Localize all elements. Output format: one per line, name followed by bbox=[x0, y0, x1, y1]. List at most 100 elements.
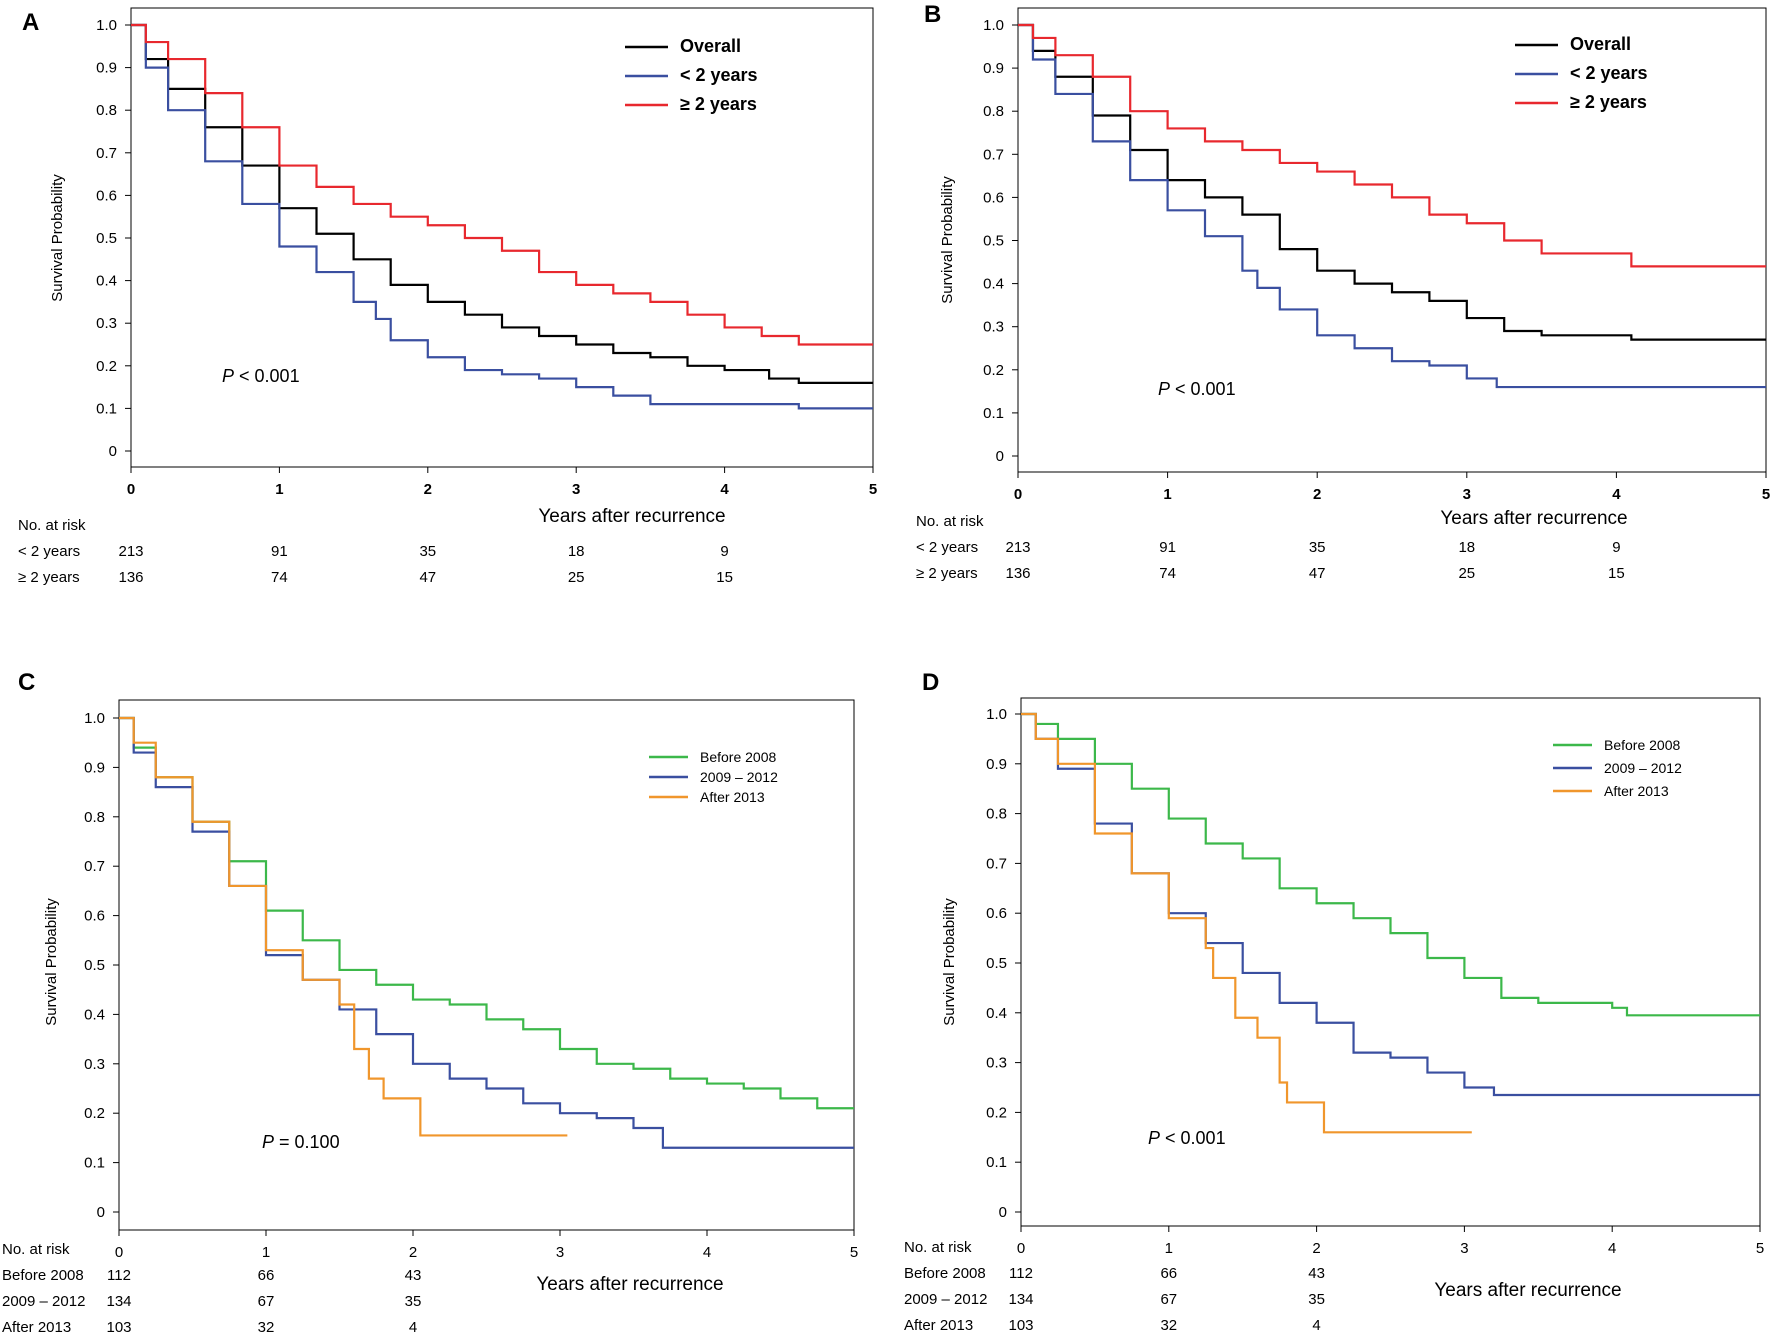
chart-panel-d: D 0 0.1 0.2 0.3 0.4 0.5 0.6 0.7 0.8 0.9 1.0 0 1 2 3 4 5 Su… bbox=[904, 669, 1764, 1334]
risk-value: 47 bbox=[419, 569, 436, 586]
risk-table: No. at risk < 2 years 213 91 35 18 9 ≥ 2 years 1… bbox=[916, 513, 1625, 582]
y-axis-label: Survival Probability bbox=[43, 898, 60, 1026]
risk-value: 91 bbox=[1159, 539, 1176, 556]
risk-row-label: < 2 years bbox=[18, 543, 80, 560]
y-tick-label: 0.6 bbox=[96, 187, 117, 204]
p-value-symbol: P bbox=[222, 366, 234, 386]
x-tick-label: 1 bbox=[1163, 486, 1171, 503]
y-tick-label: 0.6 bbox=[983, 189, 1004, 206]
y-tick-label: 0.7 bbox=[983, 146, 1004, 163]
x-tick-label: 0 bbox=[127, 481, 135, 498]
y-tick-label: 0.7 bbox=[84, 858, 105, 875]
legend-label: After 2013 bbox=[700, 789, 765, 805]
risk-value: 32 bbox=[258, 1319, 275, 1336]
risk-value: 134 bbox=[106, 1293, 131, 1310]
risk-table-title: No. at risk bbox=[18, 517, 86, 534]
x-tick-label: 3 bbox=[556, 1244, 564, 1261]
x-tick-label: 5 bbox=[1756, 1240, 1764, 1257]
risk-value: 67 bbox=[1160, 1291, 1177, 1308]
risk-value: 136 bbox=[118, 569, 143, 586]
risk-value: 32 bbox=[1160, 1317, 1177, 1334]
x-tick-label: 1 bbox=[275, 481, 283, 498]
legend-label: ≥ 2 years bbox=[680, 94, 757, 114]
x-tick-label: 1 bbox=[1165, 1240, 1173, 1257]
legend-label: After 2013 bbox=[1604, 783, 1669, 799]
y-tick-label: 0 bbox=[996, 448, 1004, 465]
risk-row-label: 2009 – 2012 bbox=[2, 1293, 85, 1310]
risk-value: 4 bbox=[1312, 1317, 1320, 1334]
risk-value: 74 bbox=[1159, 565, 1176, 582]
x-tick-label: 4 bbox=[720, 481, 729, 498]
y-tick-label: 0.3 bbox=[96, 315, 117, 332]
y-tick-label: 0.8 bbox=[986, 806, 1007, 823]
chart-panel-a: A 0 0.1 0.2 0.3 0.4 0.5 0.6 0.7 0.8 0.9 1.0 0 1 2 3 4 5 Su… bbox=[18, 7, 877, 586]
y-tick-label: 0.5 bbox=[986, 955, 1007, 972]
p-value-text: = 0.100 bbox=[274, 1132, 340, 1152]
y-tick-label: 0 bbox=[109, 443, 117, 460]
risk-value: 18 bbox=[1458, 539, 1475, 556]
risk-value: 213 bbox=[1005, 539, 1030, 556]
legend-label: Overall bbox=[1570, 34, 1631, 54]
risk-value: 103 bbox=[106, 1319, 131, 1336]
risk-value: 18 bbox=[568, 543, 585, 560]
x-axis-label: Years after recurrence bbox=[1434, 1280, 1621, 1301]
risk-value: 43 bbox=[405, 1267, 422, 1284]
series-line-1 bbox=[1018, 23, 1766, 341]
x-tick-label: 2 bbox=[1313, 486, 1321, 503]
y-tick-label: 0.9 bbox=[96, 60, 117, 77]
y-tick-label: 0.3 bbox=[983, 319, 1004, 336]
risk-value: 91 bbox=[271, 543, 288, 560]
risk-table: No. at risk Before 2008 112 66 43 2009 – 2012… bbox=[2, 1241, 421, 1336]
legend: Before 2008 2009 – 2012 After 2013 bbox=[649, 749, 778, 805]
y-axis-label: Survival Probability bbox=[939, 176, 956, 304]
legend-label: 2009 – 2012 bbox=[700, 769, 778, 785]
p-value-text: < 0.001 bbox=[234, 366, 300, 386]
risk-value: 66 bbox=[1160, 1265, 1177, 1282]
risk-value: 9 bbox=[1612, 539, 1620, 556]
chart-panel-c: C 0 0.1 0.2 0.3 0.4 0.5 0.6 0.7 0.8 0.9 1.0 0 1 2 3 4 5 Su… bbox=[2, 669, 858, 1336]
y-tick-label: 0.3 bbox=[986, 1055, 1007, 1072]
risk-table-title: No. at risk bbox=[2, 1241, 70, 1258]
y-tick-label: 0.5 bbox=[84, 957, 105, 974]
y-tick-label: 0.9 bbox=[983, 60, 1004, 77]
x-tick-label: 0 bbox=[1014, 486, 1022, 503]
y-axis-label: Survival Probability bbox=[941, 898, 958, 1026]
risk-value: 15 bbox=[716, 569, 733, 586]
risk-value: 35 bbox=[1309, 539, 1326, 556]
risk-value: 74 bbox=[271, 569, 288, 586]
risk-value: 35 bbox=[419, 543, 436, 560]
risk-value: 43 bbox=[1308, 1265, 1325, 1282]
x-tick-label: 3 bbox=[1463, 486, 1471, 503]
risk-value: 35 bbox=[1308, 1291, 1325, 1308]
y-tick-label: 0.4 bbox=[986, 1005, 1007, 1022]
y-tick-label: 0.7 bbox=[96, 145, 117, 162]
risk-value: 35 bbox=[405, 1293, 422, 1310]
series-line-2 bbox=[1021, 712, 1760, 1097]
series-line-2 bbox=[1018, 23, 1766, 389]
p-value-annotation: P < 0.001 bbox=[1158, 379, 1236, 399]
x-tick-label: 1 bbox=[262, 1244, 270, 1261]
risk-value: 134 bbox=[1008, 1291, 1033, 1308]
p-value-symbol: P bbox=[1158, 379, 1170, 399]
x-axis-label: Years after recurrence bbox=[1440, 508, 1627, 529]
risk-value: 25 bbox=[1458, 565, 1475, 582]
y-tick-label: 0.8 bbox=[983, 103, 1004, 120]
risk-row-label: Before 2008 bbox=[904, 1265, 986, 1282]
risk-table-title: No. at risk bbox=[916, 513, 984, 530]
legend: Overall < 2 years ≥ 2 years bbox=[1515, 34, 1648, 112]
risk-value: 213 bbox=[118, 543, 143, 560]
y-tick-label: 0.2 bbox=[96, 358, 117, 375]
y-tick-label: 0.2 bbox=[983, 362, 1004, 379]
y-tick-label: 1.0 bbox=[84, 710, 105, 727]
series-line-3 bbox=[1021, 712, 1472, 1134]
p-value-annotation: P = 0.100 bbox=[262, 1132, 340, 1152]
risk-row-label: ≥ 2 years bbox=[916, 565, 978, 582]
y-tick-label: 0.1 bbox=[983, 405, 1004, 422]
y-tick-label: 0.4 bbox=[84, 1006, 105, 1023]
x-tick-label: 3 bbox=[572, 481, 580, 498]
panel-letter: B bbox=[924, 1, 941, 28]
risk-row-label: 2009 – 2012 bbox=[904, 1291, 987, 1308]
x-tick-label: 4 bbox=[1608, 1240, 1616, 1257]
y-tick-label: 0.5 bbox=[96, 230, 117, 247]
